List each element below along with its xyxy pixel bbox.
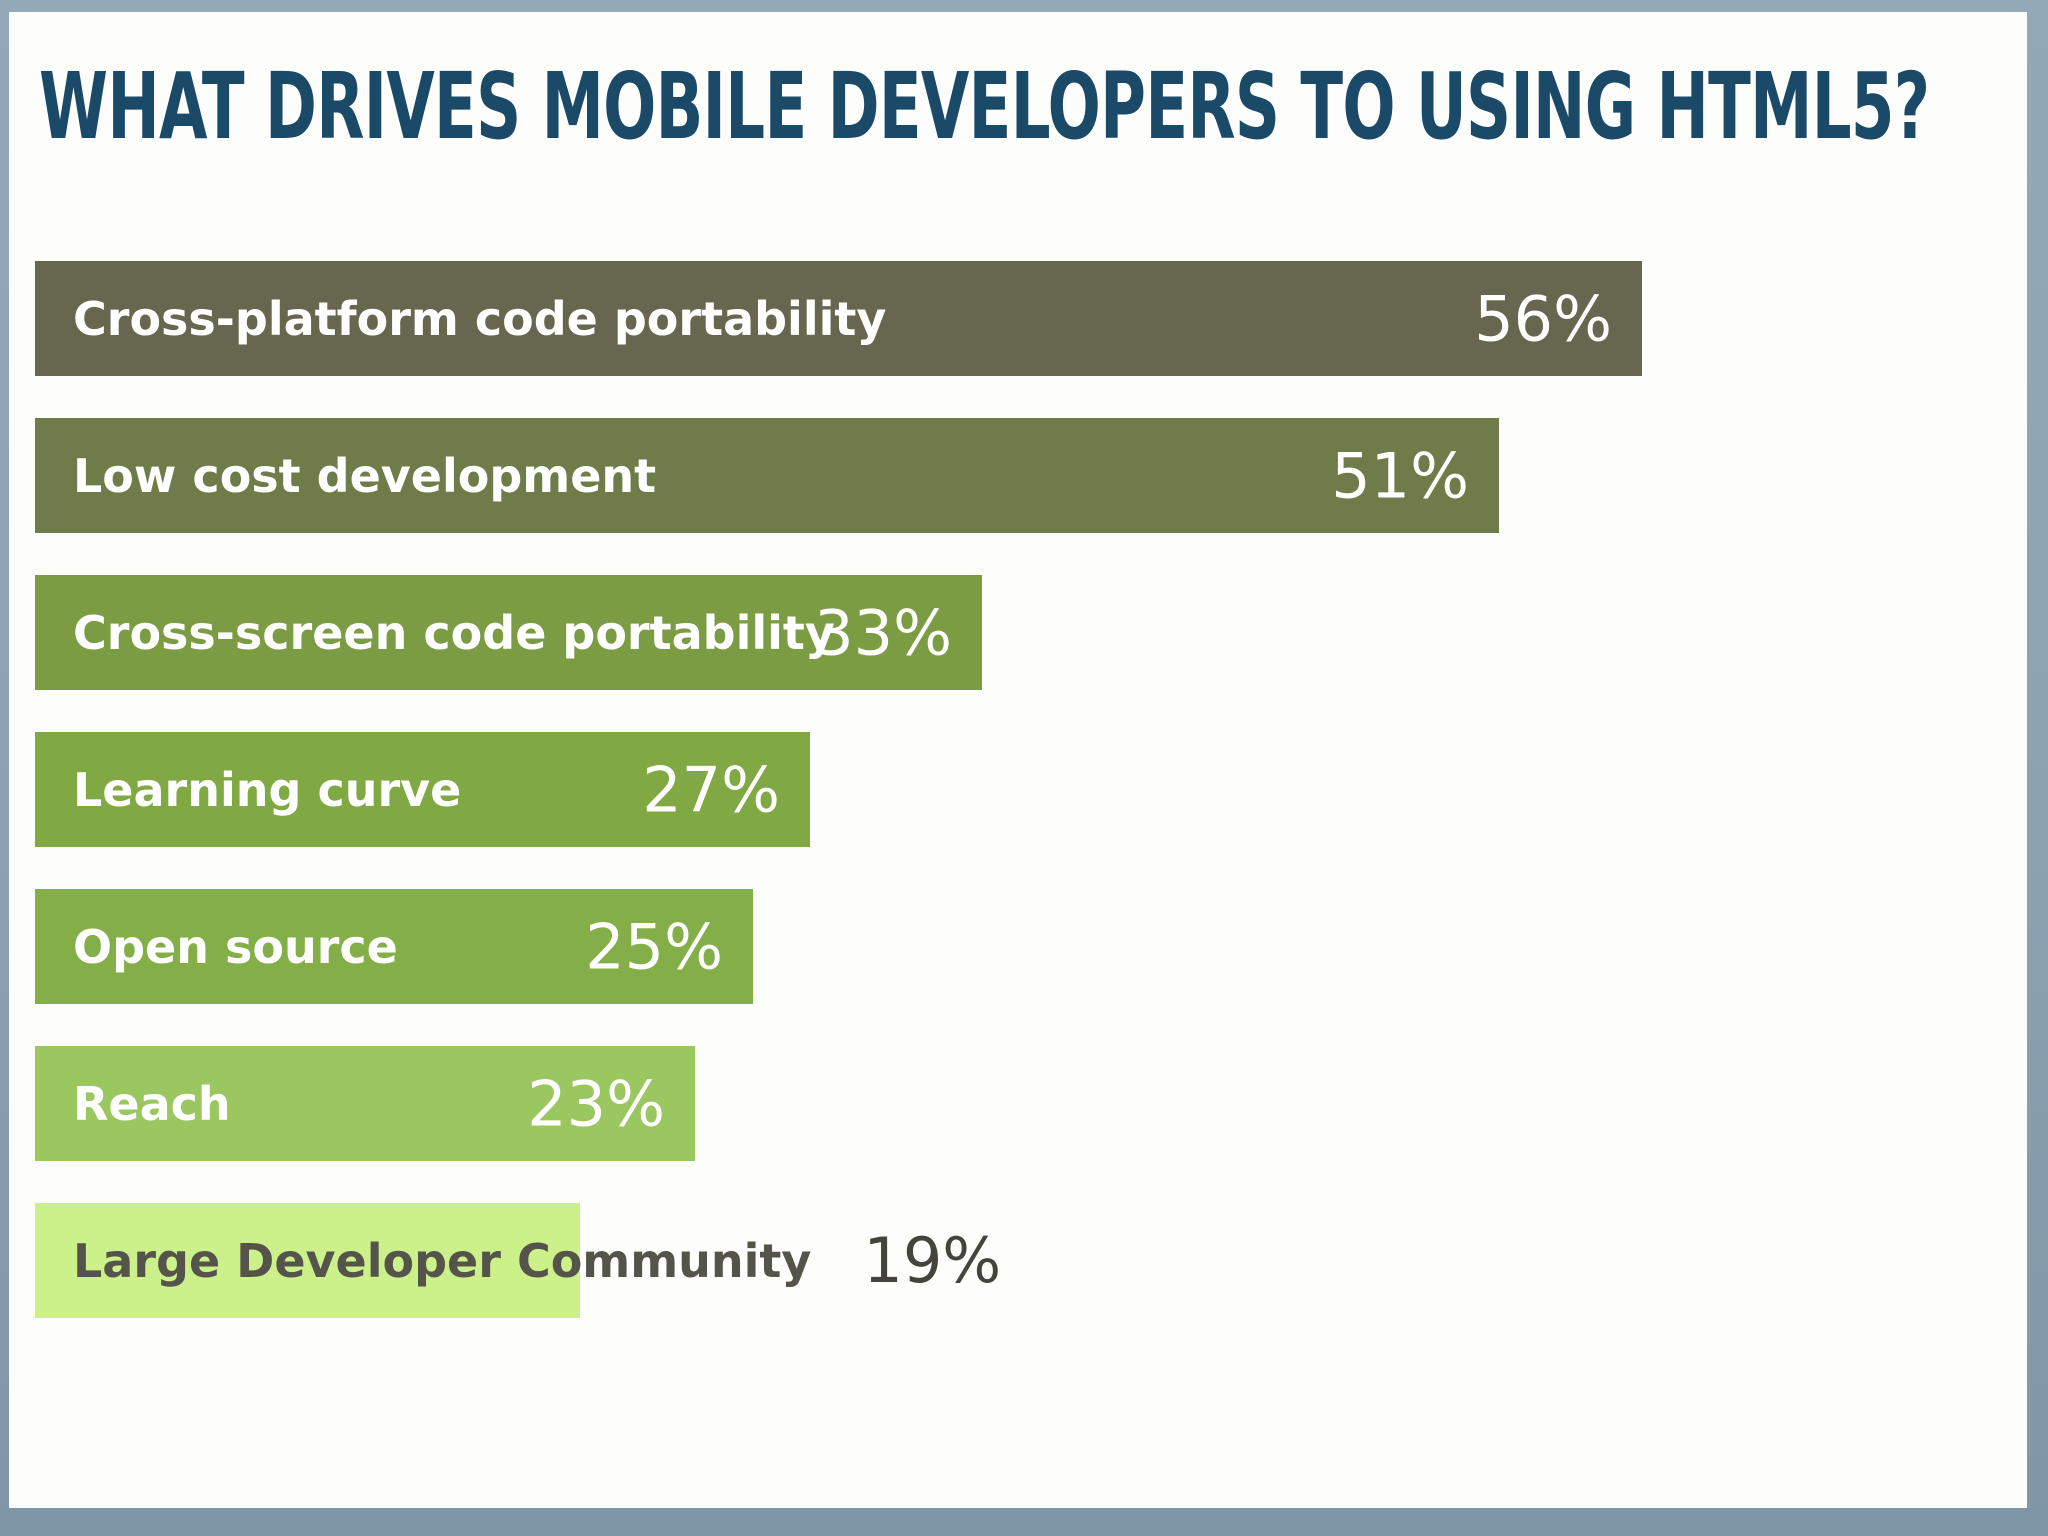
chart-title: WHAT DRIVES MOBILE DEVELOPERS TO USING H… — [39, 53, 1930, 160]
bar-label: Cross-platform code portability — [73, 291, 887, 346]
bar-row: Large Developer Community 19% — [35, 1203, 2027, 1319]
bar-value: 51% — [1331, 439, 1469, 513]
bar-row: Low cost development 51% — [35, 418, 2027, 534]
bar — [35, 1203, 580, 1319]
bar-row: Learning curve 27% — [35, 732, 2027, 848]
bar — [35, 261, 1642, 377]
bar-value: 56% — [1474, 282, 1612, 356]
bar — [35, 418, 1499, 534]
bar — [35, 889, 753, 1005]
bar-row: Cross-platform code portability 56% — [35, 261, 2027, 377]
bar-value: 25% — [585, 910, 723, 984]
bar-row: Open source 25% — [35, 889, 2027, 1005]
bar-value: 33% — [814, 596, 952, 670]
bar-label: Learning curve — [73, 762, 462, 817]
bar-row: Cross-screen code portability 33% — [35, 575, 2027, 691]
bar-row: Reach 23% — [35, 1046, 2027, 1162]
bar-chart: Cross-platform code portability 56% Low co… — [35, 261, 2027, 1319]
bar-label: Cross-screen code portability — [73, 605, 835, 660]
bar-label: Large Developer Community — [73, 1233, 812, 1288]
bar-value: 19% — [863, 1224, 1002, 1298]
bar-label: Low cost development — [73, 448, 657, 503]
bar-label: Open source — [73, 919, 398, 974]
bar-value: 27% — [642, 753, 780, 827]
bar — [35, 732, 810, 848]
slide-canvas: WHAT DRIVES MOBILE DEVELOPERS TO USING H… — [9, 12, 2027, 1508]
bar — [35, 575, 982, 691]
bar — [35, 1046, 695, 1162]
bar-label: Reach — [73, 1076, 231, 1131]
bar-value: 23% — [527, 1067, 665, 1141]
